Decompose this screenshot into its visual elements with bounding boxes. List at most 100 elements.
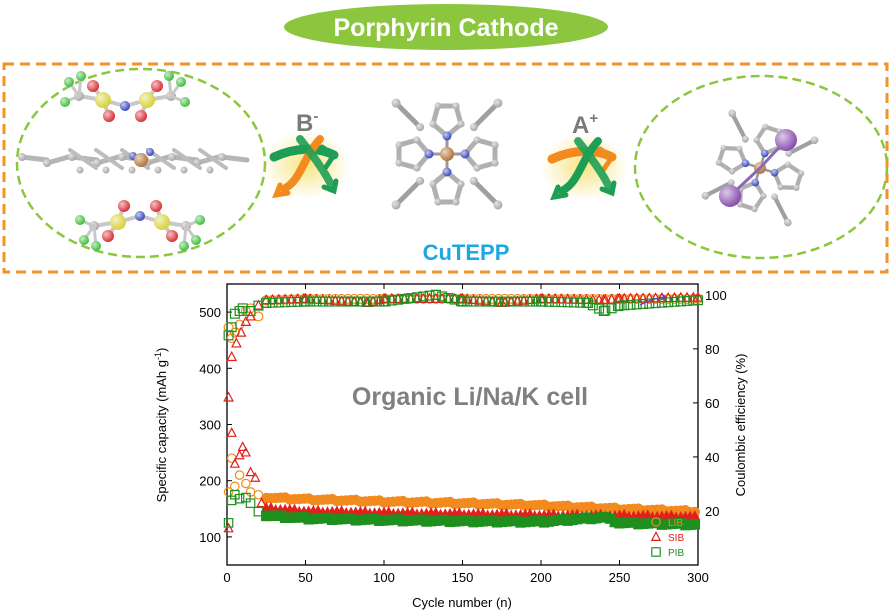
sib-efficiency-point	[599, 293, 611, 305]
cation-exchange: A+	[540, 110, 628, 201]
carbon-atom-shade	[784, 161, 791, 168]
pib-efficiency-point	[518, 296, 529, 307]
pib-efficiency-point	[487, 296, 498, 307]
pib-efficiency-point	[625, 299, 636, 310]
cation-complex-molecule	[701, 109, 819, 227]
pib-efficiency-point	[455, 296, 466, 307]
x-tick-label: 100	[373, 570, 395, 585]
carbon-atom-shade	[154, 166, 162, 174]
pib-efficiency-point	[468, 296, 479, 307]
nitrogen-atom-shade	[135, 211, 145, 221]
bond	[703, 180, 734, 198]
pib-efficiency-point	[449, 294, 460, 305]
pib-efficiency-point	[226, 322, 237, 333]
fluorine-atom-shade	[76, 71, 86, 81]
nitrogen-atom-shade	[770, 168, 779, 177]
carbon-atom-shade	[760, 192, 767, 199]
copper-atom-shade	[134, 153, 148, 167]
bond	[219, 154, 250, 163]
fluorine-atom-shade	[180, 97, 190, 107]
carbon-atom-shade	[810, 136, 819, 145]
sulfur-atom-shade	[139, 92, 155, 108]
pib-capacity-point	[245, 498, 256, 508]
pib-efficiency-point	[537, 296, 548, 307]
pib-efficiency-point	[311, 296, 322, 307]
oxygen-atom-shade	[87, 80, 99, 92]
sib-capacity-point	[223, 522, 234, 533]
carbon-atom-shade	[76, 166, 84, 174]
pib-efficiency-point	[443, 292, 454, 303]
pib-efficiency-point	[581, 297, 592, 308]
carbon-atom-shade	[429, 120, 437, 128]
capacity-points	[223, 427, 701, 533]
pib-efficiency-point	[462, 296, 473, 307]
x-tick-label: 50	[298, 570, 312, 585]
sib-efficiency-point	[631, 292, 643, 303]
pib-efficiency-point	[638, 298, 649, 309]
carbon-atom-shade	[715, 159, 722, 166]
carbon-atom-shade	[701, 191, 710, 200]
pib-efficiency-point	[612, 301, 623, 312]
pib-efficiency-point	[424, 290, 435, 301]
carbon-atom-shade	[762, 123, 769, 130]
pib-efficiency-point	[317, 296, 328, 307]
pib-efficiency-point	[619, 300, 630, 311]
oxygen-atom-shade	[166, 230, 178, 242]
page-title: Porphyrin Cathode	[333, 14, 558, 42]
pib-efficiency-point	[682, 295, 693, 306]
carbon-atom-shade	[457, 120, 465, 128]
carbon-atom-shade	[727, 179, 735, 187]
pib-efficiency-point	[342, 296, 353, 307]
legend-marker-lib	[651, 517, 661, 527]
potassium-atom-shade	[719, 185, 741, 207]
pib-efficiency-point	[237, 303, 248, 314]
carbon-atom-shade	[469, 176, 478, 185]
bond	[19, 154, 50, 163]
title-pill	[284, 4, 608, 50]
nitrogen-atom-shade	[442, 131, 452, 141]
anion-exchange-arrows-icon	[262, 131, 350, 199]
carbon-atom-shade	[728, 109, 737, 118]
legend: LIB SIB PIB	[650, 517, 684, 559]
pib-efficiency-point	[525, 296, 536, 307]
cation-exchange-arrows-icon	[540, 133, 628, 201]
pib-efficiency-point	[675, 296, 686, 307]
anion-complex-molecule	[18, 71, 250, 251]
carbon-atom-shade	[729, 168, 736, 175]
fluorine-atom-shade	[64, 77, 74, 87]
title-banner: Porphyrin Cathode	[284, 4, 608, 50]
pib-capacity-point	[234, 493, 245, 504]
sib-efficiency-point	[643, 292, 655, 303]
sib-capacity-point	[240, 446, 252, 457]
legend-label-lib: LIB	[668, 518, 683, 529]
carbon-atom-shade	[429, 180, 437, 188]
x-tick-label: 300	[687, 570, 709, 585]
lib-capacity-point	[241, 478, 251, 489]
pib-efficiency-point	[656, 297, 667, 308]
bond	[172, 148, 202, 170]
sib-efficiency-point	[637, 292, 649, 303]
carbon-atom-shade	[785, 149, 793, 157]
pib-efficiency-point	[298, 296, 309, 307]
pib-efficiency-point	[562, 297, 573, 308]
pib-efficiency-point	[368, 296, 379, 307]
nitrogen-atom-shade	[460, 149, 470, 159]
carbon-atom-shade	[43, 159, 51, 167]
pib-efficiency-point	[587, 300, 598, 311]
sib-efficiency-point	[223, 391, 234, 402]
pib-efficiency-point	[223, 330, 234, 341]
carbon-atom-shade	[493, 200, 503, 210]
carbon-atom-shade	[491, 159, 499, 167]
molecule-label: CuTEPP	[423, 240, 510, 265]
carbon-atom-shade	[168, 153, 176, 161]
carbon-atom-shade	[395, 159, 403, 167]
y2-axis-label: Coulombic efficiency (%)	[733, 354, 748, 497]
bond	[94, 148, 124, 170]
carbon-atom-shade	[783, 218, 792, 227]
pib-efficiency-point	[606, 303, 617, 314]
y2-tick-label: 80	[705, 342, 719, 357]
pib-efficiency-point	[267, 297, 278, 308]
sib-efficiency-point	[606, 293, 618, 304]
x-axis-label: Cycle number (n)	[412, 595, 512, 610]
pib-capacity-point	[223, 518, 234, 528]
